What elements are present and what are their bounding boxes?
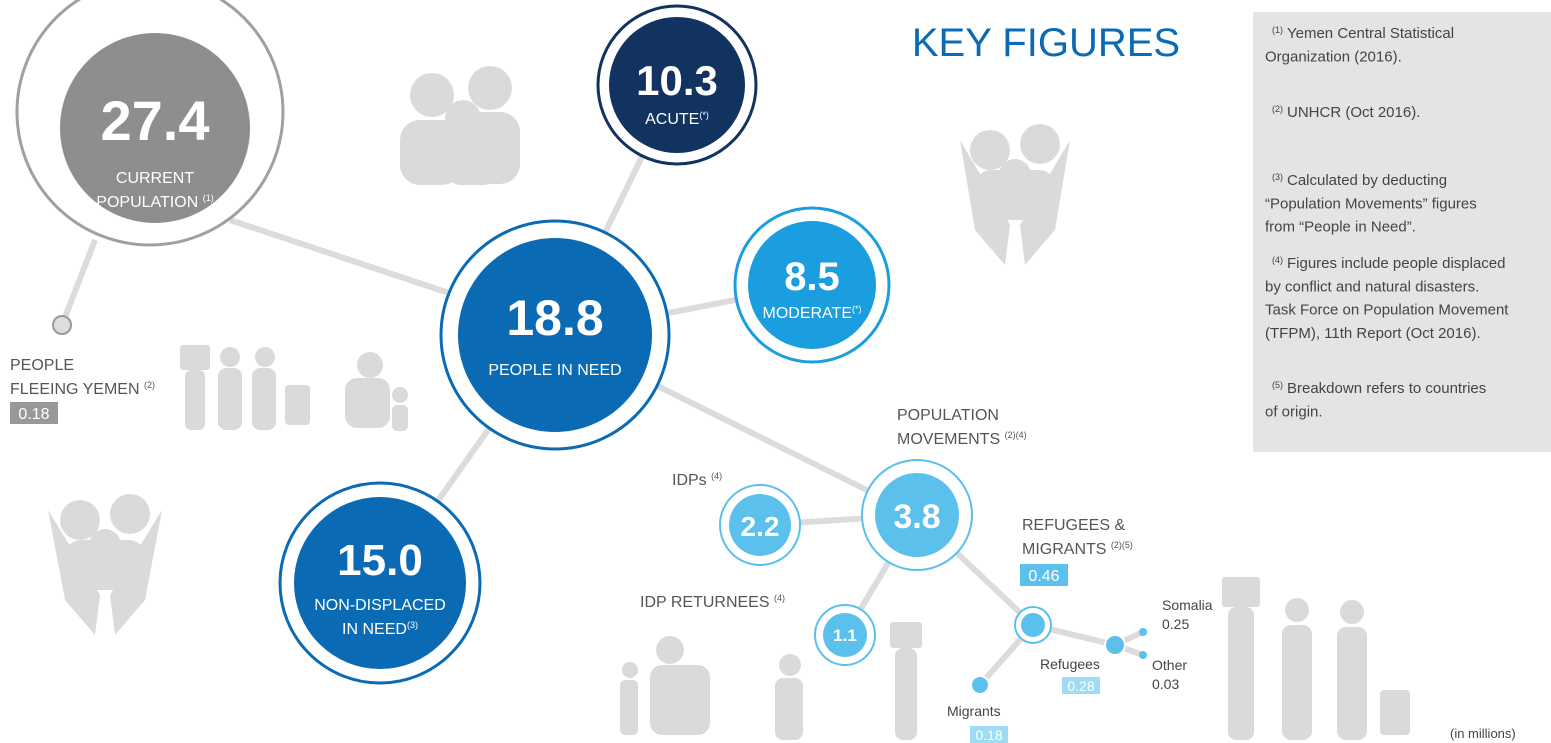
pin-label: PEOPLE IN NEED bbox=[488, 362, 621, 379]
note-ref: (4) bbox=[1272, 255, 1283, 265]
note-line: (2) UNHCR (Oct 2016). bbox=[1272, 104, 1420, 121]
note-ref: (1) bbox=[1272, 25, 1283, 35]
somalia-label: Somalia bbox=[1162, 597, 1213, 613]
other-label: Other bbox=[1152, 657, 1187, 673]
returnees-value: 1.1 bbox=[833, 626, 857, 645]
moderate-label: MODERATE(*) bbox=[763, 304, 862, 322]
idps-value: 2.2 bbox=[741, 511, 780, 542]
ref: (1) bbox=[203, 193, 214, 203]
note-ref: (2) bbox=[1272, 104, 1283, 114]
ref: (4) bbox=[711, 471, 722, 481]
note-ref: (3) bbox=[1272, 172, 1283, 182]
refmig-value: 0.46 bbox=[1028, 568, 1059, 585]
refmig-label: MIGRANTS (2)(5) bbox=[1022, 540, 1133, 558]
pin-value: 18.8 bbox=[506, 290, 603, 346]
refugees-dot bbox=[1105, 635, 1125, 655]
fleeing-value: 0.18 bbox=[18, 406, 49, 423]
fleeing-label: FLEEING YEMEN (2) bbox=[10, 380, 155, 398]
refmig-label: REFUGEES & bbox=[1022, 517, 1125, 534]
note-line: (3) Calculated by deducting bbox=[1272, 172, 1447, 189]
movements-value: 3.8 bbox=[893, 498, 940, 536]
refmig-circle bbox=[1021, 613, 1045, 637]
note-line: Task Force on Population Movement bbox=[1265, 302, 1509, 319]
note-text: Breakdown refers to countries bbox=[1287, 380, 1486, 397]
note-text: Organization (2016). bbox=[1265, 48, 1402, 65]
migrants-dot bbox=[971, 676, 989, 694]
movements-label: MOVEMENTS (2)(4) bbox=[897, 430, 1027, 448]
other-value: 0.03 bbox=[1152, 676, 1179, 692]
title: KEY FIGURES bbox=[912, 21, 1180, 65]
label-line: POPULATION bbox=[96, 194, 198, 211]
note-line: by conflict and natural disasters. bbox=[1265, 278, 1479, 295]
note-text: “Population Movements” figures bbox=[1265, 195, 1477, 212]
note-ref: (5) bbox=[1272, 380, 1283, 390]
idps-label: IDPs (4) bbox=[672, 471, 722, 489]
label-line: MIGRANTS bbox=[1022, 541, 1106, 558]
migrants-value: 0.18 bbox=[975, 727, 1002, 743]
ref: (2)(5) bbox=[1111, 540, 1133, 550]
population-label: POPULATION (1) bbox=[96, 193, 213, 211]
acute-value: 10.3 bbox=[636, 57, 718, 104]
label-line: IN NEED bbox=[342, 621, 407, 638]
label-line: IDPs bbox=[672, 472, 707, 489]
moderate-value: 8.5 bbox=[784, 255, 840, 299]
acute-label: ACUTE(*) bbox=[645, 110, 709, 128]
nondisplaced-label: NON-DISPLACED bbox=[314, 597, 446, 614]
note-line: (1) Yemen Central Statistical bbox=[1272, 25, 1454, 42]
unit-note: (in millions) bbox=[1450, 726, 1516, 741]
nondisplaced-label: IN NEED(3) bbox=[342, 620, 418, 638]
label-line: ACUTE bbox=[645, 111, 699, 128]
note-line: (5) Breakdown refers to countries bbox=[1272, 380, 1486, 397]
note-text: Figures include people displaced bbox=[1287, 255, 1505, 272]
label-line: IDP RETURNEES bbox=[640, 594, 770, 611]
population-value: 27.4 bbox=[101, 89, 210, 152]
fleeing-label: PEOPLE bbox=[10, 357, 74, 374]
label-line: MOVEMENTS bbox=[897, 431, 1000, 448]
ref: (*) bbox=[852, 304, 862, 314]
nondisplaced-value: 15.0 bbox=[337, 536, 423, 585]
movements-label: POPULATION bbox=[897, 407, 999, 424]
refugees-label: Refugees bbox=[1040, 656, 1100, 672]
fleeing-dot bbox=[53, 316, 71, 334]
note-line: “Population Movements” figures bbox=[1265, 195, 1477, 212]
note-text: from “People in Need”. bbox=[1265, 219, 1416, 236]
ref: (4) bbox=[774, 593, 785, 603]
refugees-value: 0.28 bbox=[1067, 678, 1094, 694]
label-line: MODERATE bbox=[763, 305, 852, 322]
note-text: of origin. bbox=[1265, 403, 1323, 420]
ref: (*) bbox=[699, 110, 709, 120]
ref: (2) bbox=[144, 380, 155, 390]
note-text: (TFPM), 11th Report (Oct 2016). bbox=[1265, 325, 1481, 342]
infographic: 27.4 CURRENT POPULATION (1) PEOPLE FLEEI… bbox=[0, 0, 1551, 743]
note-line: Organization (2016). bbox=[1265, 48, 1402, 65]
returnees-label: IDP RETURNEES (4) bbox=[640, 593, 785, 611]
other-dot bbox=[1139, 651, 1147, 659]
note-text: Yemen Central Statistical bbox=[1287, 25, 1454, 42]
migrants-label: Migrants bbox=[947, 703, 1001, 719]
note-line: from “People in Need”. bbox=[1265, 219, 1416, 236]
note-text: Task Force on Population Movement bbox=[1265, 302, 1509, 319]
note-text: by conflict and natural disasters. bbox=[1265, 278, 1479, 295]
somalia-value: 0.25 bbox=[1162, 616, 1189, 632]
page: {"title":"KEY FIGURES", "population":{"v… bbox=[0, 0, 1551, 743]
note-text: UNHCR (Oct 2016). bbox=[1287, 104, 1420, 121]
note-line: of origin. bbox=[1265, 403, 1323, 420]
ref: (2)(4) bbox=[1005, 430, 1027, 440]
ref: (3) bbox=[407, 620, 418, 630]
note-text: Calculated by deducting bbox=[1287, 172, 1447, 189]
somalia-dot bbox=[1139, 628, 1147, 636]
label-line: FLEEING YEMEN bbox=[10, 381, 140, 398]
population-label: CURRENT bbox=[116, 170, 194, 187]
note-line: (TFPM), 11th Report (Oct 2016). bbox=[1265, 325, 1481, 342]
note-line: (4) Figures include people displaced bbox=[1272, 255, 1505, 272]
